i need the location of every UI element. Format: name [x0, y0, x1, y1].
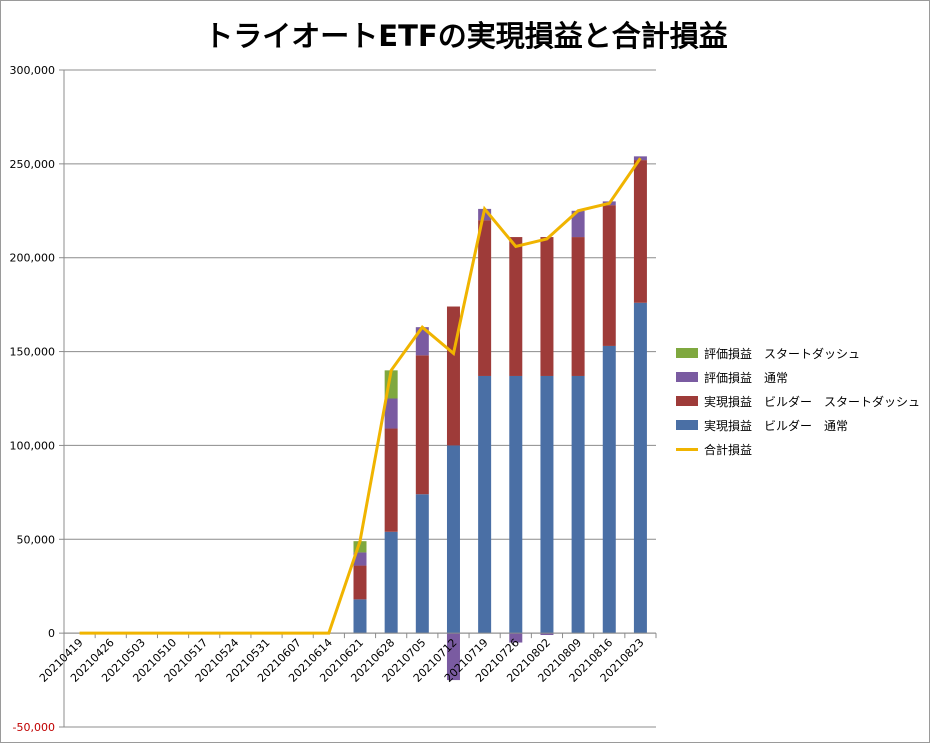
y-tick-label: 100,000 — [10, 439, 56, 452]
legend-item: 合計損益 — [676, 437, 920, 461]
total-line — [79, 157, 642, 635]
bar-segment — [602, 205, 616, 346]
legend-swatch — [676, 420, 698, 430]
bar-segment — [540, 633, 554, 636]
legend-swatch — [676, 348, 698, 358]
bar-segment — [415, 494, 429, 634]
legend-item: 実現損益 ビルダー 通常 — [676, 413, 920, 437]
bar-segment — [384, 428, 398, 532]
bar-segment — [478, 220, 492, 376]
y-tick-label: 50,000 — [17, 533, 56, 546]
legend-label: 実現損益 ビルダー スタートダッシュ — [704, 394, 921, 409]
bar-segment — [384, 398, 398, 429]
bar-segment — [353, 565, 367, 600]
y-tick-label: -50,000 — [13, 721, 55, 734]
y-tick-label: 300,000 — [10, 64, 56, 77]
legend-swatch — [676, 396, 698, 406]
legend-swatch — [676, 372, 698, 382]
legend-label: 実現損益 ビルダー 通常 — [704, 418, 849, 433]
bar-segment — [446, 445, 460, 634]
bar-segment — [384, 531, 398, 634]
y-tick-label: 250,000 — [10, 158, 56, 171]
bar-segment — [446, 633, 460, 681]
bar-segment — [353, 599, 367, 634]
bar-segment — [602, 345, 616, 634]
legend-item: 評価損益 通常 — [676, 365, 920, 389]
y-tick-label: 150,000 — [10, 346, 56, 359]
y-tick-label: 0 — [48, 627, 55, 640]
bar-segment — [571, 375, 585, 634]
bar-segment — [571, 210, 585, 238]
legend: 評価損益 スタートダッシュ 評価損益 通常 実現損益 ビルダー スタートダッシュ… — [676, 341, 920, 461]
bar-segment — [509, 237, 523, 376]
bar-segment — [540, 237, 554, 376]
y-tick-label: 200,000 — [10, 252, 56, 265]
bar-segment — [509, 633, 523, 643]
bar-segment — [415, 355, 429, 495]
legend-label: 合計損益 — [704, 442, 753, 457]
bar-segment — [633, 302, 647, 634]
bar-segment — [571, 237, 585, 376]
legend-label: 評価損益 通常 — [704, 370, 789, 385]
legend-item: 実現損益 ビルダー スタートダッシュ — [676, 389, 920, 413]
bar-segment — [509, 375, 523, 634]
bar-segment — [353, 552, 367, 566]
legend-label: 評価損益 スタートダッシュ — [704, 346, 861, 361]
bar-segment — [540, 375, 554, 634]
bar-segment — [633, 160, 647, 303]
bar-segment — [478, 375, 492, 634]
legend-line-swatch — [676, 447, 698, 451]
legend-item: 評価損益 スタートダッシュ — [676, 341, 920, 365]
chart-title: トライオートETFの実現損益と合計損益 — [204, 19, 728, 53]
bar-segment — [353, 541, 367, 553]
